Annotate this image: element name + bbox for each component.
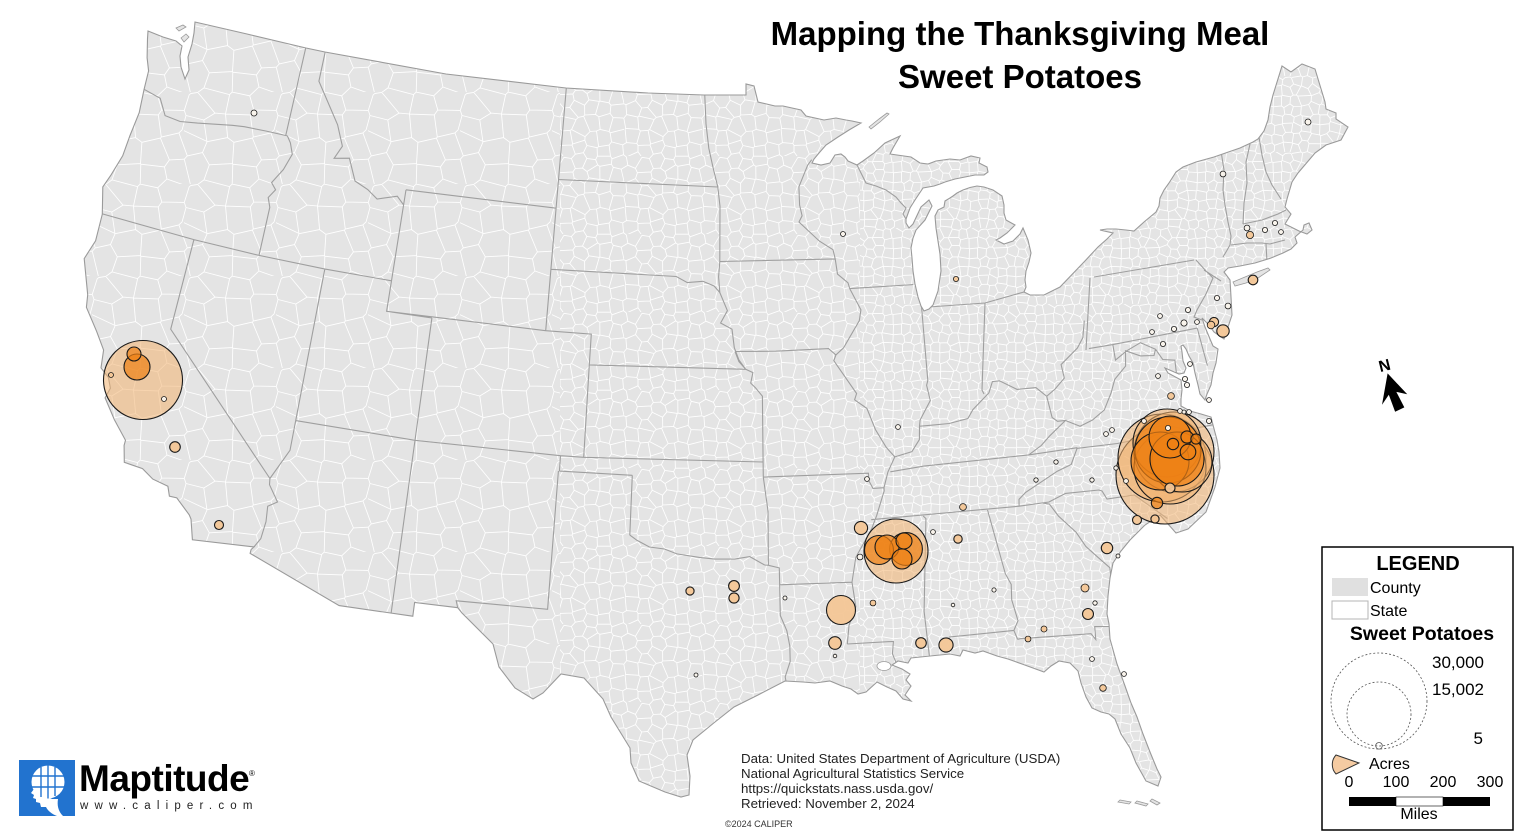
- svg-text:Data: United States Department: Data: United States Department of Agricu…: [741, 751, 1060, 766]
- svg-text:30,000: 30,000: [1432, 653, 1484, 672]
- svg-text:0: 0: [1345, 774, 1354, 791]
- svg-text:Sweet Potatoes: Sweet Potatoes: [898, 58, 1142, 95]
- svg-text:Retrieved: November 2, 2024: Retrieved: November 2, 2024: [741, 796, 915, 811]
- svg-text:100: 100: [1383, 774, 1410, 791]
- svg-text:200: 200: [1430, 774, 1457, 791]
- svg-text:National Agricultural Statisti: National Agricultural Statistics Service: [741, 766, 964, 781]
- svg-text:LEGEND: LEGEND: [1376, 553, 1459, 575]
- svg-text:Mapping the Thanksgiving Meal: Mapping the Thanksgiving Meal: [771, 15, 1270, 52]
- svg-text:State: State: [1370, 603, 1407, 620]
- svg-text:https://quickstats.nass.usda.g: https://quickstats.nass.usda.gov/: [741, 781, 933, 796]
- svg-text:15,002: 15,002: [1432, 680, 1484, 699]
- svg-text:300: 300: [1477, 774, 1504, 791]
- svg-text:©2024 CALIPER: ©2024 CALIPER: [725, 819, 793, 829]
- svg-text:N: N: [1377, 357, 1392, 376]
- svg-text:Sweet Potatoes: Sweet Potatoes: [1350, 623, 1494, 645]
- svg-text:5: 5: [1474, 729, 1483, 748]
- svg-text:Acres: Acres: [1369, 756, 1410, 773]
- svg-text:County: County: [1370, 580, 1421, 597]
- svg-text:Miles: Miles: [1400, 806, 1437, 823]
- svg-text:www.caliper.com: www.caliper.com: [79, 800, 259, 812]
- svg-text:Maptitude: Maptitude: [79, 758, 249, 799]
- svg-text:®: ®: [249, 769, 255, 778]
